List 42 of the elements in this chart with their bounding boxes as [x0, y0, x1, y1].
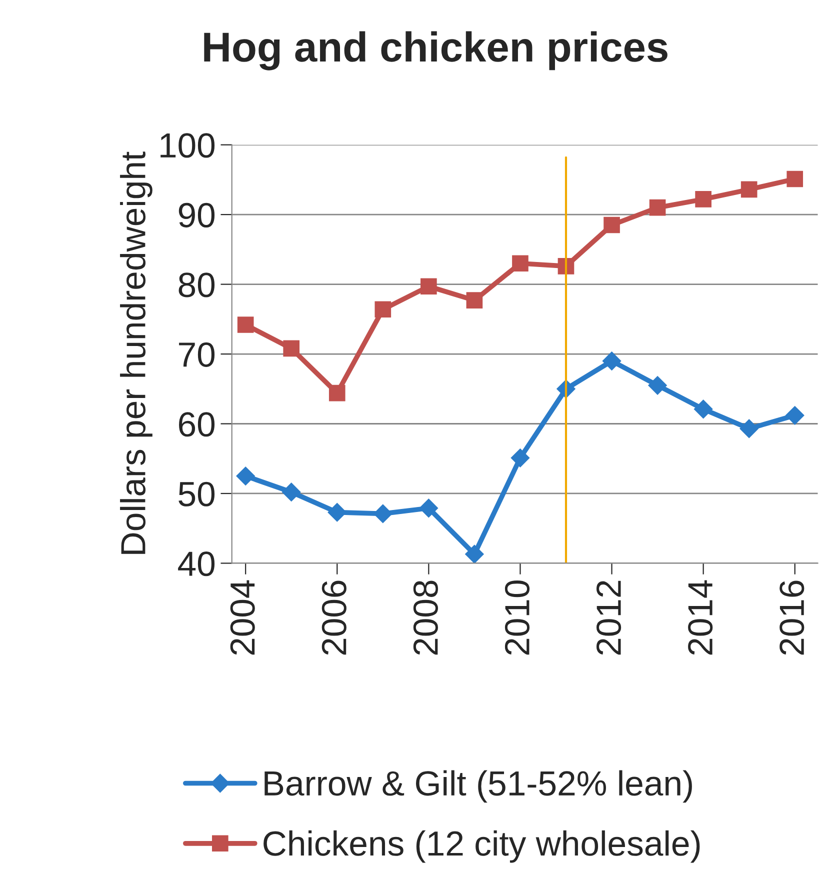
y-tick-label: 40	[178, 552, 215, 576]
point	[282, 482, 301, 502]
point	[740, 419, 758, 438]
point	[604, 216, 620, 234]
point	[236, 466, 255, 486]
x-tick-label: 2008	[413, 580, 438, 655]
y-tick-label: 90	[178, 202, 215, 228]
point	[695, 191, 712, 208]
point	[465, 544, 484, 564]
x-tick-label: 2006	[322, 580, 346, 655]
point	[786, 170, 804, 188]
y-axis-title: Dollars per hundredweight	[120, 152, 152, 554]
x-tick-label: 2014	[688, 580, 713, 655]
point	[648, 376, 667, 395]
x-tick-label: 2004	[230, 580, 255, 655]
point	[420, 278, 437, 295]
y-tick-label: 80	[178, 272, 215, 298]
legend-label: Barrow & Gilt (51-52% lean)	[264, 770, 692, 803]
point	[740, 181, 758, 198]
x-tick-label: 2012	[596, 580, 622, 655]
point	[512, 255, 528, 272]
point	[374, 301, 392, 318]
y-tick-label: 50	[178, 482, 215, 506]
point	[237, 316, 254, 333]
x-tick-label: 2016	[780, 580, 804, 655]
chart-title: Hog and chicken prices	[204, 31, 668, 70]
point	[694, 400, 713, 418]
point	[283, 340, 300, 357]
y-tick-label: 60	[179, 412, 215, 437]
point	[374, 504, 392, 524]
point	[510, 448, 530, 468]
point	[602, 352, 622, 370]
legend-label: Chickens (12 city wholesale)	[264, 830, 700, 863]
x-tick-label: 2010	[504, 580, 530, 655]
y-tick-label: 100	[160, 133, 215, 158]
point	[786, 406, 804, 425]
point	[328, 384, 346, 402]
point	[328, 502, 346, 522]
point	[466, 292, 483, 308]
point	[419, 498, 438, 518]
point	[649, 199, 666, 216]
y-tick-label: 70	[179, 342, 215, 367]
